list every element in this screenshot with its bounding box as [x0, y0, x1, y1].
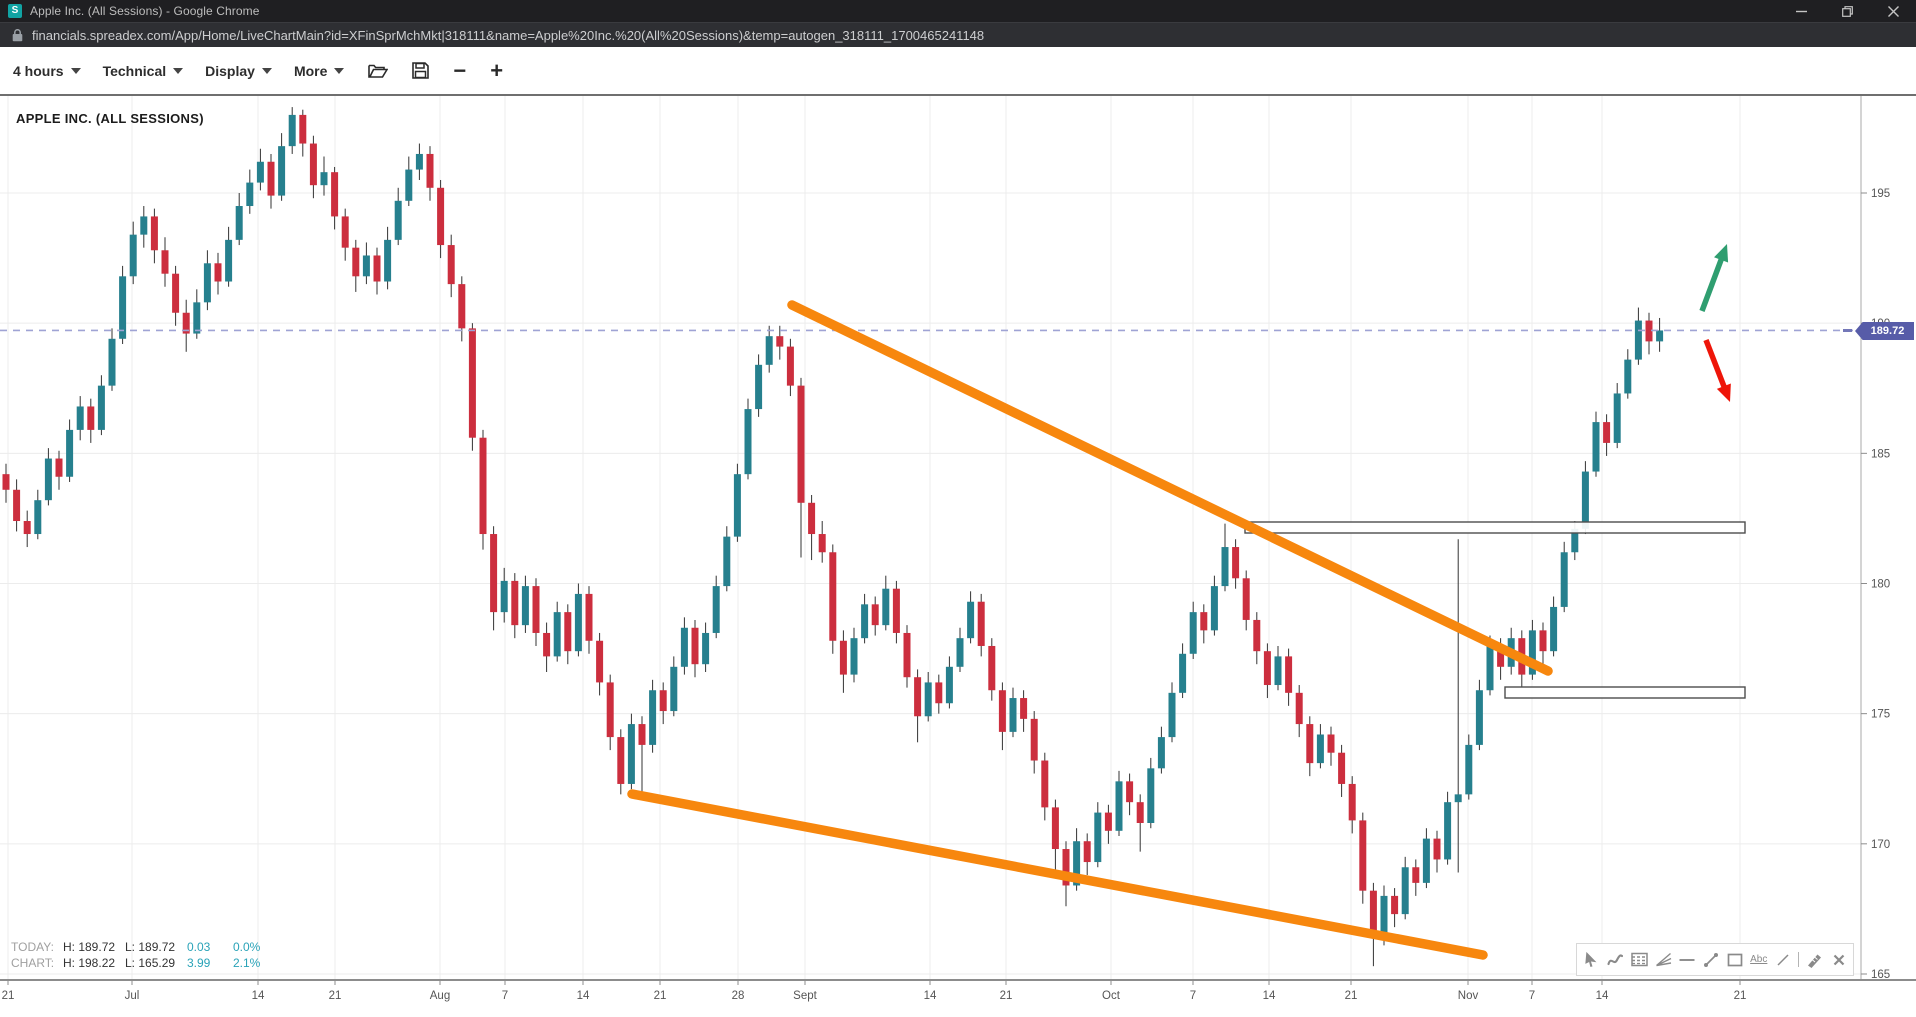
fan-lines-icon[interactable] — [1655, 951, 1672, 968]
drawing-toolbar: Abc — [1576, 943, 1854, 976]
fibonacci-grid-icon[interactable] — [1630, 951, 1648, 968]
more-dropdown[interactable]: More — [293, 62, 345, 79]
minimize-button[interactable] — [1778, 0, 1824, 22]
current-price-marker: 189.72 — [1855, 322, 1914, 340]
display-dropdown[interactable]: Display — [205, 63, 272, 79]
chevron-down-icon — [261, 67, 272, 74]
window-title: Apple Inc. (All Sessions) - Google Chrom… — [30, 4, 260, 18]
marker-pen-icon[interactable] — [1806, 951, 1823, 968]
price-stats: TODAY: H: 189.72 L: 189.72 0.03 0.0% CHA… — [11, 939, 260, 971]
chevron-down-icon — [173, 67, 184, 74]
chart-toolbar: 4 hours Technical Display More − + — [0, 47, 1916, 96]
timeframe-label: 4 hours — [13, 62, 64, 79]
delete-icon[interactable] — [1830, 951, 1847, 968]
stats-label: TODAY: — [11, 940, 54, 954]
stats-change: 0.03 — [187, 940, 211, 954]
pointer-icon[interactable] — [1583, 951, 1600, 968]
stats-high: H: 189.72 — [63, 940, 116, 954]
stats-change-pct: 2.1% — [233, 956, 261, 970]
curve-icon[interactable] — [1607, 951, 1624, 968]
diagonal-line-icon[interactable] — [1774, 951, 1791, 968]
stats-row-today: TODAY: H: 189.72 L: 189.72 0.03 0.0% — [11, 939, 260, 955]
chevron-down-icon — [70, 67, 81, 74]
save-icon[interactable] — [412, 62, 430, 79]
stats-high: H: 198.22 — [63, 956, 116, 970]
chevron-down-icon — [334, 67, 345, 74]
open-folder-icon[interactable] — [368, 63, 389, 79]
lock-icon — [12, 28, 23, 42]
restore-button[interactable] — [1824, 0, 1870, 22]
text-tool-icon[interactable]: Abc — [1750, 954, 1768, 965]
rectangle-icon[interactable] — [1726, 951, 1743, 968]
zoom-in-icon[interactable]: + — [490, 57, 504, 83]
address-bar[interactable]: financials.spreadex.com/App/Home/LiveCha… — [0, 22, 1916, 47]
url-text: financials.spreadex.com/App/Home/LiveCha… — [32, 27, 985, 43]
separator — [1798, 952, 1800, 967]
chart-canvas[interactable] — [0, 96, 1916, 1017]
stats-low: L: 189.72 — [125, 940, 176, 954]
display-label: Display — [205, 62, 255, 79]
technical-dropdown[interactable]: Technical — [103, 63, 184, 79]
spreadex-favicon: S — [8, 4, 22, 18]
more-label: More — [293, 62, 328, 79]
window-titlebar: S Apple Inc. (All Sessions) - Google Chr… — [0, 0, 1916, 22]
technical-label: Technical — [102, 62, 167, 79]
stats-row-chart: CHART: H: 198.22 L: 165.29 3.99 2.1% — [11, 955, 260, 971]
timeframe-dropdown[interactable]: 4 hours — [13, 63, 81, 79]
close-window-button[interactable] — [1870, 0, 1916, 22]
zoom-out-icon[interactable]: − — [453, 57, 467, 83]
trendline-icon[interactable] — [1702, 951, 1719, 968]
chart-instrument-title: APPLE INC. (ALL SESSIONS) — [16, 111, 204, 126]
stats-change-pct: 0.0% — [233, 940, 261, 954]
stats-change: 3.99 — [187, 956, 211, 970]
stats-low: L: 165.29 — [125, 956, 176, 970]
stats-label: CHART: — [11, 956, 55, 970]
price-marker-tick — [1843, 329, 1852, 332]
horizontal-line-icon[interactable] — [1679, 951, 1696, 968]
